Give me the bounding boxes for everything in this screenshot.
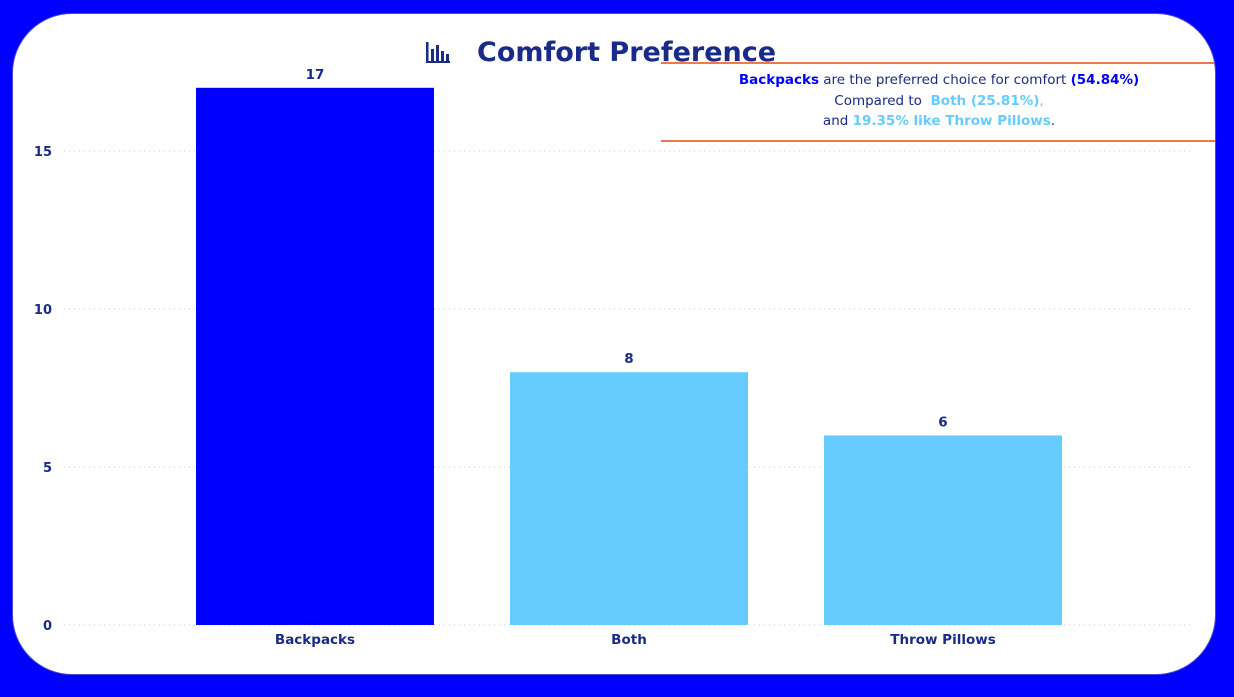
callout-line2-lead: Compared to bbox=[834, 92, 927, 109]
insight-callout: Backpacks are the preferred choice for c… bbox=[661, 62, 1215, 142]
callout-line3-lead: and bbox=[822, 113, 853, 129]
callout-line2-tail: , bbox=[1039, 92, 1044, 109]
callout-line3-tail: . bbox=[1050, 113, 1056, 129]
callout-line1-text: are the preferred choice for comfort bbox=[818, 72, 1071, 88]
callout-line-1: Backpacks are the preferred choice for c… bbox=[661, 70, 1215, 91]
bar-chart-icon bbox=[426, 42, 450, 63]
callout-line-3: and 19.35% like Throw Pillows. bbox=[661, 111, 1215, 132]
y-tick-label: 0 bbox=[43, 619, 52, 634]
bar-throw-pillows[interactable] bbox=[824, 435, 1062, 625]
callout-line-2: Compared to Both (25.81%), bbox=[661, 91, 1215, 112]
bar-both[interactable] bbox=[510, 372, 748, 625]
callout-top-pct: (54.84%) bbox=[1070, 72, 1140, 88]
x-category-label: Backpacks bbox=[275, 632, 355, 648]
y-tick-label: 5 bbox=[43, 461, 52, 476]
bar-backpacks[interactable] bbox=[196, 87, 434, 626]
data-label: 6 bbox=[938, 414, 947, 430]
callout-second-item: Both (25.81%) bbox=[930, 92, 1040, 109]
y-tick-label: 10 bbox=[34, 303, 52, 318]
data-label: 8 bbox=[624, 351, 633, 367]
callout-third-item: 19.35% like Throw Pillows bbox=[852, 113, 1051, 129]
data-label: 17 bbox=[306, 67, 325, 83]
x-category-label: Throw Pillows bbox=[890, 632, 995, 648]
callout-top-item: Backpacks bbox=[738, 72, 819, 88]
y-tick-label: 15 bbox=[34, 145, 52, 160]
x-category-label: Both bbox=[611, 632, 647, 648]
